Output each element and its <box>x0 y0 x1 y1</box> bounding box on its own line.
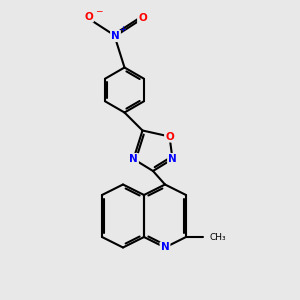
Text: O: O <box>165 131 174 142</box>
Text: O: O <box>84 11 93 22</box>
Text: N: N <box>168 154 177 164</box>
Text: N: N <box>160 242 169 253</box>
Text: CH₃: CH₃ <box>209 232 226 242</box>
Text: N: N <box>111 31 120 41</box>
Text: −: − <box>95 7 102 16</box>
Text: O: O <box>138 13 147 23</box>
Text: N: N <box>129 154 138 164</box>
Text: +: + <box>119 25 126 34</box>
